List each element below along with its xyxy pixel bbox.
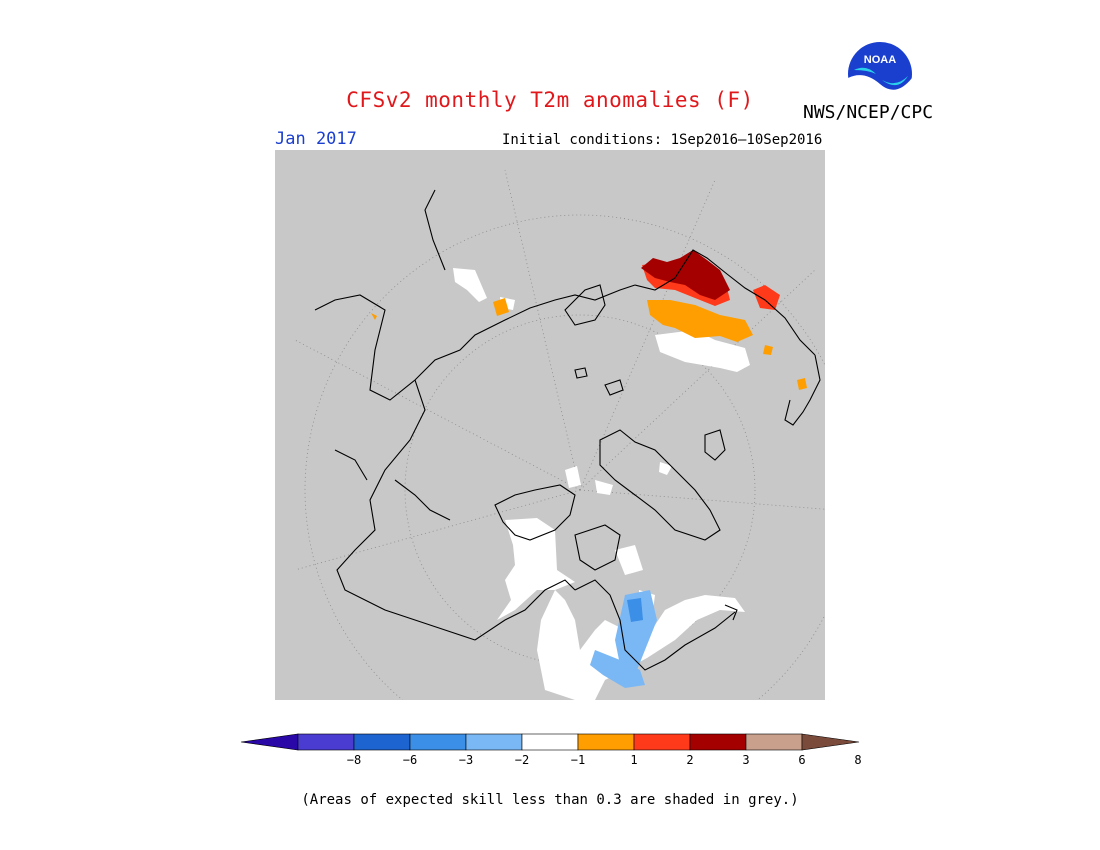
- colorbar-swatch: [577, 733, 635, 751]
- colorbar-ticks: −8 −6 −3 −2 −1 1 2 3 6 8: [347, 753, 862, 767]
- colorbar-arrow-high: [801, 733, 860, 751]
- initial-conditions: Initial conditions: 1Sep2016—10Sep2016: [502, 132, 823, 148]
- colorbar-tick-label: 6: [798, 753, 805, 767]
- region-east-warm: [753, 285, 780, 310]
- chart-title: CFSv2 monthly T2m anomalies (F): [346, 88, 754, 112]
- colorbar-swatch: [297, 733, 355, 751]
- region-central-russia: [647, 300, 753, 342]
- colorbar-tick-label: −2: [515, 753, 529, 767]
- colorbar-swatch: [409, 733, 467, 751]
- colorbar-swatch: [521, 733, 579, 751]
- colorbar-tick-label: 2: [686, 753, 693, 767]
- region-hudson-bay: [627, 598, 643, 622]
- colorbar-swatch: [465, 733, 523, 751]
- colorbar-tick-label: 1: [630, 753, 637, 767]
- colorbar-arrow-low: [240, 733, 299, 751]
- valid-month: Jan 2017: [275, 129, 357, 149]
- agency-label: NWS/NCEP/CPC: [803, 102, 934, 123]
- skill-footnote: (Areas of expected skill less than 0.3 a…: [301, 792, 799, 808]
- colorbar-tick-label: −1: [571, 753, 585, 767]
- colorbar-swatch: [353, 733, 411, 751]
- polar-map: [275, 150, 825, 700]
- noaa-logo: NOAA: [848, 42, 912, 108]
- colorbar-tick-label: 8: [854, 753, 861, 767]
- colorbar-swatch: [633, 733, 691, 751]
- colorbar-tick-label: 3: [742, 753, 749, 767]
- colorbar: −8 −6 −3 −2 −1 1 2 3 6 8: [240, 733, 862, 767]
- region-north-russia: [641, 250, 730, 300]
- noaa-logo-text: NOAA: [864, 54, 896, 66]
- colorbar-tick-label: −3: [459, 753, 473, 767]
- warm-anomalies: [371, 250, 807, 390]
- colorbar-swatches: [240, 733, 860, 751]
- coastlines: [314, 189, 821, 671]
- colorbar-tick-label: −8: [347, 753, 361, 767]
- colorbar-swatch: [745, 733, 803, 751]
- colorbar-swatch: [689, 733, 747, 751]
- colorbar-tick-label: −6: [403, 753, 417, 767]
